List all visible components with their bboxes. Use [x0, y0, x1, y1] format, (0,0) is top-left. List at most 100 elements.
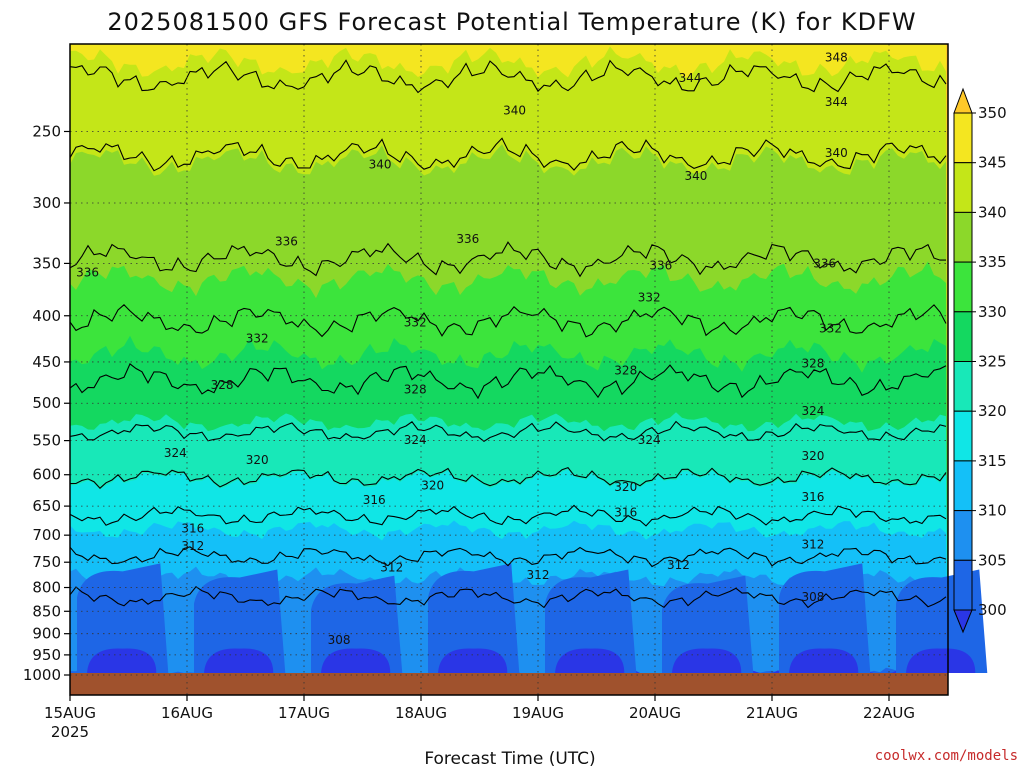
contour-label-31: 316	[181, 521, 204, 535]
legend-swatch-6	[953, 410, 973, 462]
legend-label-340: 340	[978, 203, 1007, 221]
boundary-core-4	[555, 648, 625, 673]
legend-label-310: 310	[978, 502, 1007, 520]
y-tick-label-250: 250	[32, 122, 61, 140]
plot-area	[70, 44, 988, 695]
credit-text: coolwx.com/models	[875, 748, 1018, 764]
contour-label-5: 340	[684, 169, 707, 183]
x-tick-label-2: 17AUG	[278, 704, 330, 722]
contour-label-10: 336	[649, 259, 672, 273]
contour-312	[69, 546, 947, 568]
contour-label-32: 312	[181, 539, 204, 553]
y-tick-label-450: 450	[32, 353, 61, 371]
y-tick-label-800: 800	[32, 579, 61, 597]
contour-label-35: 312	[667, 558, 690, 572]
contour-label-8: 336	[275, 235, 298, 249]
y-tick-label-300: 300	[32, 194, 61, 212]
x-tick-label-0: 15AUG	[44, 704, 96, 722]
legend-swatch-9	[953, 559, 973, 611]
y-tick-label-400: 400	[32, 307, 61, 325]
x-tick-label-3: 18AUG	[395, 704, 447, 722]
boundary-core-5	[672, 648, 742, 673]
y-tick-label-900: 900	[32, 625, 61, 643]
y-tick-label-650: 650	[32, 497, 61, 515]
contour-label-2: 344	[825, 95, 848, 109]
contour-label-30: 316	[801, 490, 824, 504]
boundary-layer-cells	[77, 563, 988, 673]
contour-label-27: 320	[801, 449, 824, 463]
legend-label-350: 350	[978, 104, 1007, 122]
legend-label-325: 325	[978, 353, 1007, 371]
y-axis-ticks: 250 300 350 400 450 500 550 600 650 700 750 800 850 9…	[23, 122, 70, 684]
y-tick-label-500: 500	[32, 394, 61, 412]
legend-swatch-7	[953, 460, 973, 512]
contour-label-19: 328	[801, 357, 824, 371]
legend-swatch-8	[953, 510, 973, 561]
boundary-cell-5	[662, 575, 754, 673]
contour-308	[69, 585, 947, 609]
contour-label-7: 336	[76, 265, 99, 279]
contour-label-12: 332	[246, 332, 269, 346]
contour-label-34: 312	[527, 568, 550, 582]
plot-frame	[69, 43, 949, 696]
contour-label-16: 328	[211, 378, 234, 392]
legend-swatch-0	[953, 112, 973, 164]
contour-324	[69, 420, 947, 442]
contour-label-37: 308	[801, 590, 824, 604]
x-tick-label-1: 16AUG	[161, 704, 213, 722]
y-tick-label-700: 700	[32, 526, 61, 544]
legend-label-345: 345	[978, 154, 1007, 172]
legend-arrow-bottom	[953, 609, 973, 634]
boundary-cell-0	[77, 563, 169, 673]
y-tick-label-550: 550	[32, 432, 61, 450]
contour-label-20: 324	[801, 404, 824, 418]
year-label: 2025	[51, 723, 89, 741]
contour-332	[69, 304, 947, 338]
chart-title: 2025081500 GFS Forecast Potential Temper…	[107, 8, 916, 36]
color-legend: 300 305 310 315 320 325 330 335 340 345 350	[953, 87, 1007, 634]
boundary-cell-2	[311, 575, 403, 673]
contour-label-13: 332	[404, 316, 427, 330]
contour-320	[69, 466, 947, 489]
legend-label-335: 335	[978, 253, 1007, 271]
contour-label-14: 332	[638, 291, 661, 305]
x-axis-ticks: 15AUG 16AUG 17AUG 18AUG 19AUG 20AUG 21AUG 22AUG	[44, 695, 915, 722]
contour-label-33: 312	[380, 560, 403, 574]
y-tick-label-600: 600	[32, 466, 61, 484]
x-tick-label-7: 22AUG	[863, 704, 915, 722]
contour-344	[69, 59, 947, 94]
legend-label-330: 330	[978, 303, 1007, 321]
contour-label-0: 348	[825, 50, 848, 64]
boundary-cell-4	[545, 569, 637, 673]
legend-swatch-1	[953, 162, 973, 213]
y-tick-label-850: 850	[32, 602, 61, 620]
boundary-cell-3	[428, 563, 520, 673]
contour-label-17: 328	[404, 383, 427, 397]
contour-316	[69, 504, 947, 527]
contour-label-23: 324	[638, 433, 661, 447]
contour-label-36: 312	[801, 538, 824, 552]
contour-label-24: 320	[246, 453, 269, 467]
contour-label-29: 316	[614, 506, 637, 520]
contour-label-3: 340	[503, 104, 526, 118]
legend-label-305: 305	[978, 551, 1007, 569]
legend-label-320: 320	[978, 402, 1007, 420]
contour-label-1: 344	[679, 71, 702, 85]
legend-label-315: 315	[978, 452, 1007, 470]
contour-label-4: 340	[369, 158, 392, 172]
x-tick-label-4: 19AUG	[512, 704, 564, 722]
contour-340	[69, 137, 947, 172]
contour-label-28: 316	[363, 493, 386, 507]
contour-label-25: 320	[421, 479, 444, 493]
y-tick-label-350: 350	[32, 254, 61, 272]
contour-336	[69, 241, 946, 278]
x-tick-label-5: 20AUG	[629, 704, 681, 722]
underground-strip	[70, 673, 948, 695]
contour-label-21: 324	[164, 446, 187, 460]
x-tick-label-6: 21AUG	[746, 704, 798, 722]
legend-swatch-2	[953, 211, 973, 263]
contour-label-22: 324	[404, 433, 427, 447]
contour-label-26: 320	[614, 480, 637, 494]
contour-label-15: 332	[819, 321, 842, 335]
